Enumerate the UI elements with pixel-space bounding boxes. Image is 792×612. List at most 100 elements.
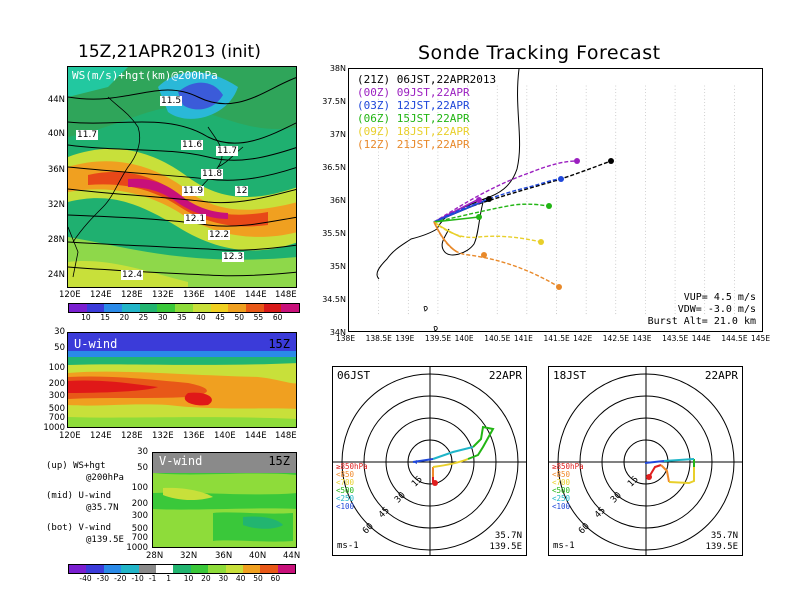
hodo-time: 06JST [337,369,371,382]
track-lon-tick: 144.5E [721,334,748,343]
map-lon-tick: 136E [183,290,205,300]
track-lon-tick: 145E [751,334,771,343]
pressure-legend-item: <700 [336,478,355,487]
map-lon-tick: 132E [152,290,174,300]
u-wind-svg [68,333,296,427]
map-lon-tick: 144E [245,290,267,300]
colorbar-tick: 10 [81,313,91,322]
legend-label: 09JST,22APR [396,86,470,99]
v-p-tick: 300 [131,511,148,521]
note-up-line1: (up) WS+hgt [46,461,106,471]
map-lon-tick: 124E [90,290,112,300]
colorbar-tick: 55 [253,313,264,322]
vup-value: VUP= 4.5 m/s [683,292,756,303]
legend-row-4: (09Z) 18JST,22APR [357,125,496,138]
hodograph-06jst-svg [333,367,526,555]
ws-colorbar [68,303,300,313]
map-lat-tick: 28N [47,235,65,245]
colorbar-tick: 60 [272,313,283,322]
colorbar-tick: 30 [157,313,168,322]
colorbar-tick: -40 [79,574,92,583]
pressure-legend: ≥850hPa <850 <700 <500 <250 <100 [336,463,368,511]
colorbar-tick: 20 [119,313,130,322]
track-lon-tick: 143.5E [662,334,689,343]
track-lon-tick: 143E [632,334,652,343]
u-p-tick: 700 [48,413,65,423]
u-wind-time: 15Z [268,337,290,351]
colorbar-tick: -20 [114,574,127,583]
colorbar-tick: 40 [196,313,206,322]
legend-code: (00Z) [357,86,391,99]
track-lat-tick: 34.5N [322,295,346,304]
track-lat-tick: 34N [329,328,346,337]
v-lat-tick: 32N [180,551,198,561]
colorbar-tick: -10 [131,574,144,583]
track-lat-tick: 37.5N [322,97,346,106]
v-lat-tick: 40N [249,551,267,561]
note-bot-line2: @139.5E [86,535,124,545]
map-lon-tick: 140E [214,290,236,300]
track-lon-tick: 141E [513,334,533,343]
legend-label: 18JST,22APR [396,125,470,138]
u-wind-label: U-wind [74,337,118,351]
note-bot: (bot) V-wind @139.5E [46,522,124,546]
vdw-value: VDW= -3.0 m/s [677,304,756,315]
u-p-tick: 30 [54,327,65,337]
track-lat-tick: 37N [329,130,346,139]
pressure-legend-item: <100 [336,502,355,511]
hodograph-18jst-svg [549,367,742,555]
track-lat-tick: 36.5N [322,163,346,172]
legend-label: 21JST,22APR [396,138,470,151]
u-lon-tick: 136E [183,431,205,441]
v-p-tick: 700 [131,533,148,543]
note-mid-line2: @35.7N [86,503,119,513]
legend-row-2: (03Z) 12JST,22APR [357,99,496,112]
v-p-tick: 100 [131,483,148,493]
colorbar-tick: 1 [166,574,172,583]
v-lat-tick: 28N [146,551,164,561]
map-lon-tick: 120E [59,290,81,300]
pressure-legend-item: <250 [552,494,571,503]
legend-code: (12Z) [357,138,391,151]
map-lat-tick: 40N [47,129,65,139]
track-lat-tick: 38N [329,64,346,73]
pressure-legend-item: <500 [336,486,355,495]
hodo-date: 22APR [704,369,738,382]
legend-label: 15JST,22APR [396,112,470,125]
u-p-tick: 200 [48,379,65,389]
pressure-legend: ≥850hPa <850 <700 <500 <250 <100 [552,463,584,511]
map-lon-tick: 128E [121,290,143,300]
v-wind-svg [153,453,296,547]
uv-colorbar-ticks: -40 -30 -20 -10 -1 1 10 20 30 40 50 60 [68,574,294,584]
contour-label: 12.4 [121,270,144,280]
colorbar-tick: 60 [270,574,281,583]
colorbar-tick: 50 [234,313,245,322]
colorbar-tick: 20 [201,574,211,583]
legend-label: 06JST,22APR2013 [396,73,497,86]
hodo-unit: ms-1 [337,541,359,551]
hodo-loc-lon: 139.5E [705,542,738,552]
contour-label: 11.7 [76,130,99,140]
track-lon-tick: 142E [573,334,593,343]
u-lon-tick: 144E [245,431,267,441]
u-p-tick: 500 [48,404,65,414]
track-lon-tick: 144E [691,334,711,343]
legend-row-0: (21Z) 06JST,22APR2013 [357,73,496,86]
burst-alt-value: Burst Alt= 21.0 km [647,316,756,327]
u-lon-tick: 140E [214,431,236,441]
legend-label: 12JST,22APR [396,99,470,112]
contour-label: 12 [235,186,249,196]
v-p-tick: 50 [137,463,148,473]
contour-label: 11.7 [216,146,239,156]
contour-label: 11.6 [181,140,204,150]
colorbar-tick: 30 [218,574,228,583]
v-p-tick: 500 [131,524,148,534]
u-lon-tick: 132E [152,431,174,441]
legend-row-5: (12Z) 21JST,22APR [357,138,496,151]
track-map-svg [376,69,735,331]
legend-code: (06Z) [357,112,391,125]
hodograph-06jst: 06JST 22APR ms-1 35.7N 139.5E 15 30 45 6… [332,366,527,556]
map-lat-tick: 36N [47,165,65,175]
u-lon-tick: 120E [59,431,81,441]
track-lon-tick: 141.5E [543,334,570,343]
